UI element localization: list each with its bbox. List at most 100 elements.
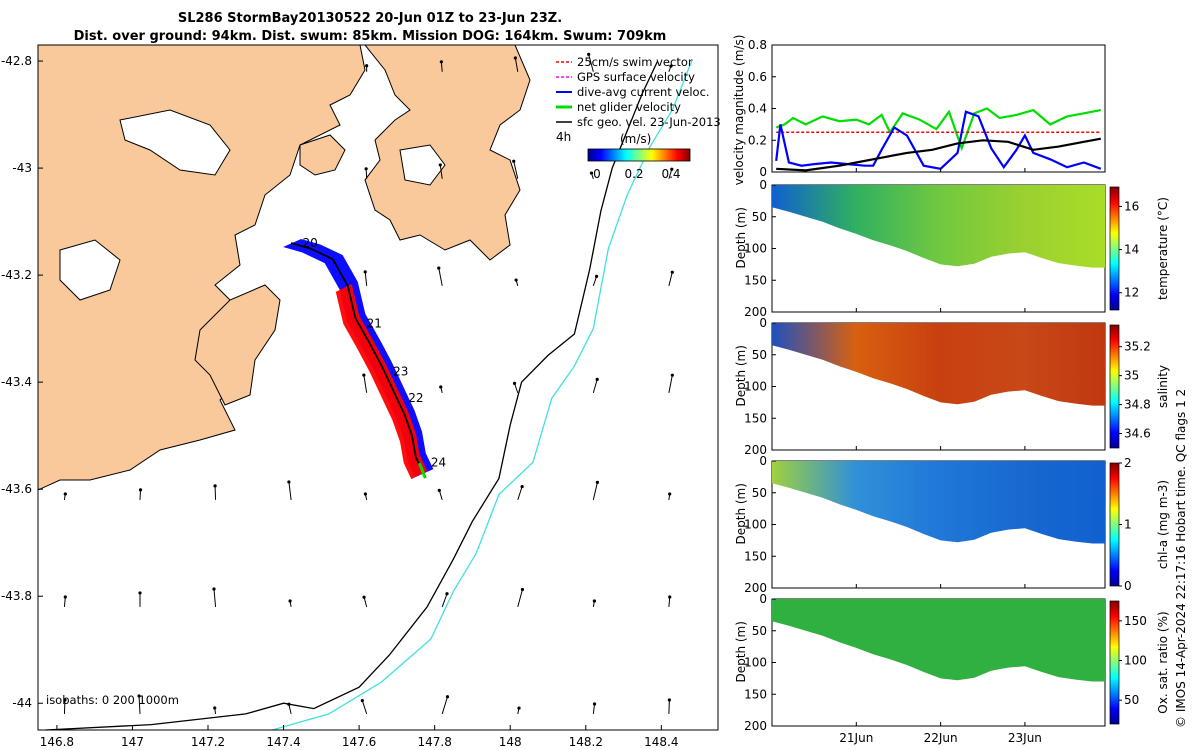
sfc-velocity-arrow [514, 57, 519, 72]
sfc-velocity-arrow-head [592, 702, 597, 706]
glider-track-line [290, 242, 425, 474]
temperature-y-tick-label: 50 [752, 210, 767, 224]
land-island-small [299, 134, 346, 176]
sfc-velocity-arrow [588, 54, 594, 72]
sfc-velocity-arrow-head [594, 274, 599, 278]
chla-colorbar-label: chl-a (mg m-3) [1156, 480, 1170, 569]
legend-sfc-label: sfc geo. vel. 23-Jun-2013 [577, 115, 721, 129]
sfc-velocity-arrow-head [670, 167, 674, 171]
sfc-velocity-arrow-head [287, 702, 291, 706]
sfc-velocity-arrow [668, 169, 673, 179]
sfc-velocity-arrow [363, 374, 368, 393]
salinity-colorbar-tick-label: 34.8 [1124, 398, 1151, 412]
velocity-ylabel: velocity magnitude (m/s) [732, 35, 746, 186]
map-y-tick-label: -43.6 [1, 482, 32, 496]
sfc-velocity-arrow [438, 490, 443, 501]
land-tasman-peninsula [364, 45, 531, 261]
sfc-velocity-arrow [363, 597, 368, 608]
map-y-tick-label: -43.4 [1, 375, 32, 389]
map-x-ticks: 146.8 147 147.2 147.4 147.6 147.8 148 148.2 148.… [40, 725, 679, 749]
oxygen-colorbar-tick-label: 150 [1124, 614, 1147, 628]
map-x-tick-label: 148.4 [644, 735, 678, 749]
sfc-velocity-arrow-head [512, 381, 517, 385]
sfc-velocity-arrow-head [595, 480, 599, 484]
sfc-velocity-arrow-head [520, 484, 524, 489]
map-colorbar [587, 148, 691, 162]
chla-y-tick-label: 100 [744, 518, 767, 532]
map-isobaths [45, 60, 693, 731]
sfc-velocity-arrow-head [445, 695, 450, 699]
velocity-frame [771, 44, 1106, 173]
sfc-velocity-arrow [517, 589, 523, 608]
sfc-velocity-arrow-head [439, 385, 443, 389]
oxygen-colorbar-tick-label: 100 [1124, 654, 1147, 668]
day-label: 22 [408, 391, 423, 405]
sfc-velocity-arrow-head [213, 484, 217, 488]
temperature-y-tick-label: 0 [759, 178, 767, 192]
sfc-velocity-arrow-head [362, 373, 366, 377]
land-mainland-west [38, 45, 366, 491]
sfc-velocity-arrow-head [362, 595, 366, 599]
isobath-1000m [272, 60, 693, 731]
title-line2: Dist. over ground: 94km. Dist. swum: 85k… [74, 29, 667, 44]
temperature-y-tick-label: 200 [744, 305, 767, 319]
salinity-y-tick-label: 200 [744, 443, 767, 457]
map-velocity-arrows [63, 52, 674, 715]
sfc-velocity-arrow-head [213, 706, 217, 710]
map-x-tick-label: 147 [121, 735, 144, 749]
salinity-y-tick-label: 150 [744, 411, 767, 425]
map-land [38, 45, 531, 491]
sfc-velocity-arrow-head [360, 699, 364, 703]
sfc-velocity-arrow [513, 161, 519, 179]
sfc-velocity-arrow-head [437, 266, 441, 270]
oxygen-ylabel: Depth (m) [734, 621, 748, 682]
sfc-velocity-arrow-head [670, 373, 674, 377]
time-x-ticks: 21Jun 22Jun 23Jun [839, 168, 1042, 745]
sfc-velocity-arrow-head [587, 52, 591, 56]
map-glider-track [283, 239, 434, 480]
sfc-velocity-arrow [438, 268, 443, 286]
temperature-section [772, 185, 1105, 268]
credit-text: © IMOS 14-Apr-2024 22:17:16 Hobart time.… [1174, 389, 1188, 728]
sfc-velocity-arrow-head [667, 698, 671, 702]
sfc-velocity-arrow-head [363, 270, 367, 274]
sfc-velocity-arrow [365, 168, 368, 179]
temperature-colorbar [1109, 186, 1120, 311]
land-island-bruny [194, 284, 281, 406]
velocity-y-tick-label: 0 [759, 165, 767, 179]
sfc-velocity-arrow [668, 596, 671, 607]
oxygen-y-tick-label: 0 [759, 592, 767, 606]
legend-gps-label: GPS surface velocity [577, 70, 695, 84]
map-y-tick-label: -43.2 [1, 268, 32, 282]
sfc-velocity-arrow-head [592, 599, 596, 603]
sfc-velocity-arrow [440, 61, 443, 72]
map-y-tick-label: -44 [12, 696, 32, 710]
legend-swim-label: 25cm/s swim vector [577, 55, 693, 69]
sfc-velocity-arrow-head [138, 591, 142, 595]
sfc-velocity-arrow [668, 272, 673, 286]
salinity-y-tick-label: 0 [759, 316, 767, 330]
salinity-colorbar [1109, 324, 1120, 449]
sfc-velocity-arrow [139, 489, 142, 500]
sfc-velocity-arrow-head [363, 492, 368, 496]
velocity-y-tick-label: 0.8 [748, 38, 767, 52]
velocity-y-tick-label: 0.6 [748, 70, 767, 84]
oxygen-panel: 0 50 100 150 200 Depth (m) 50 100 150 Ox. sat. ra… [734, 592, 1170, 733]
sfc-velocity-arrow-head [288, 599, 292, 603]
map-x-tick-label: 148 [499, 735, 522, 749]
map-x-tick-label: 146.8 [40, 735, 74, 749]
isobath-200m [45, 60, 659, 731]
time-x-tick-label: 22Jun [924, 731, 958, 745]
sfc-velocity-arrow-head [668, 492, 672, 496]
map-colorbar-tick: 0 [593, 167, 601, 181]
salinity-section [772, 323, 1105, 406]
oxygen-y-tick-label: 100 [744, 656, 767, 670]
sfc-velocity-arrow [361, 700, 368, 715]
sfc-velocity-arrow [514, 383, 519, 394]
salinity-colorbar-tick-label: 34.6 [1124, 427, 1151, 441]
sfc-velocity-arrow-head [669, 64, 673, 68]
salinity-y-tick-label: 50 [752, 348, 767, 362]
sfc-velocity-arrow [517, 486, 523, 501]
map-x-tick-label: 148.2 [569, 735, 603, 749]
